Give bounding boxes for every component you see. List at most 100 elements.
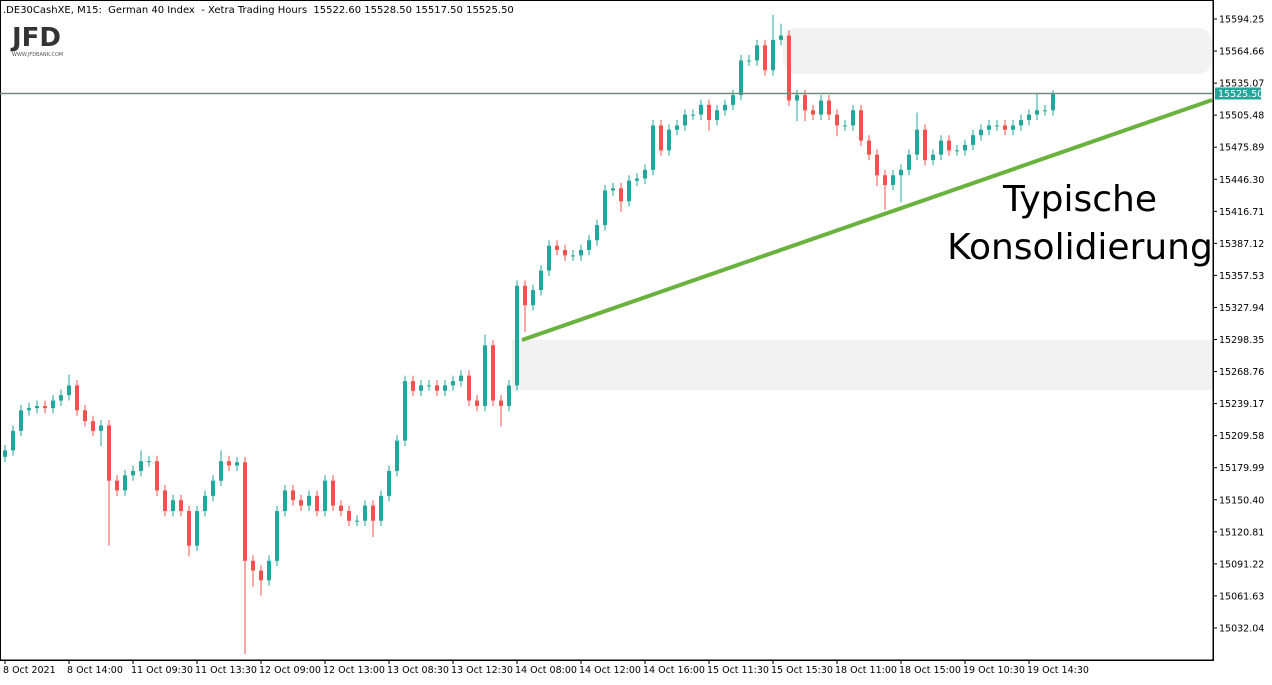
- frame: [0, 0, 1214, 661]
- candle-body: [43, 405, 47, 409]
- candle-body: [795, 95, 799, 101]
- candle-body: [427, 385, 431, 387]
- candle-body: [611, 188, 615, 191]
- x-tick-label: 14 Oct 12:00: [579, 665, 641, 676]
- x-tick-label: 11 Oct 09:30: [131, 665, 193, 676]
- y-tick-label: 15061.63: [1219, 591, 1264, 602]
- candle-body: [587, 240, 591, 250]
- candle-body: [987, 125, 991, 130]
- support-zone: [512, 340, 1213, 390]
- candle-body: [491, 345, 495, 401]
- candle-body: [747, 60, 751, 62]
- candle-body: [347, 511, 351, 521]
- candle-body: [99, 425, 103, 431]
- y-tick-label: 15239.17: [1219, 399, 1264, 410]
- candle-body: [811, 110, 815, 115]
- candle-body: [67, 385, 71, 396]
- candle-body: [227, 461, 231, 466]
- candle-body: [155, 461, 159, 491]
- candle-body: [563, 249, 567, 256]
- candle-body: [883, 175, 887, 186]
- candle-body: [915, 129, 919, 155]
- candle-body: [171, 500, 175, 512]
- candle-body: [243, 462, 247, 561]
- candle-body: [683, 114, 687, 126]
- candle-body: [715, 110, 719, 121]
- x-tick-label: 14 Oct 08:00: [515, 665, 577, 676]
- annotation: Typische: [1002, 179, 1157, 220]
- candle-body: [1043, 110, 1047, 112]
- candle-body: [435, 385, 439, 391]
- candle-body: [507, 385, 511, 406]
- candle-body: [211, 480, 215, 496]
- candle-body: [939, 140, 943, 155]
- candle-body: [419, 385, 423, 391]
- x-tick-label: 19 Oct 10:30: [963, 665, 1025, 676]
- candle-body: [1027, 114, 1031, 121]
- candle-body: [147, 461, 151, 463]
- candle-body: [459, 375, 463, 382]
- candle-body: [267, 560, 271, 581]
- candle-body: [379, 495, 383, 521]
- candle-body: [595, 225, 599, 241]
- candle-body: [923, 129, 927, 161]
- candle-body: [955, 150, 959, 152]
- candle-body: [867, 140, 871, 155]
- candle-body: [163, 490, 167, 512]
- x-tick-label: 18 Oct 11:00: [835, 665, 897, 676]
- candle-body: [907, 154, 911, 170]
- candle-body: [627, 180, 631, 202]
- candle-body: [371, 505, 375, 521]
- candle-body: [323, 480, 327, 512]
- y-tick-label: 15387.12: [1219, 239, 1264, 250]
- y-tick-label: 15268.76: [1219, 367, 1264, 378]
- candle-body: [531, 290, 535, 306]
- price-label: 15525.50: [1218, 89, 1263, 100]
- candle-body: [979, 129, 983, 136]
- logo-url: WWW.JFDBANK.COM: [12, 52, 63, 58]
- candle-body: [1019, 120, 1023, 126]
- candle-body: [307, 495, 311, 506]
- candle-body: [699, 104, 703, 115]
- candle-body: [467, 375, 471, 401]
- candle-body: [291, 490, 295, 501]
- candle-body: [11, 430, 15, 451]
- price-label-box: [1215, 87, 1261, 100]
- candle-body: [515, 285, 519, 386]
- x-tick-label: 12 Oct 13:00: [323, 665, 385, 676]
- candle-body: [131, 470, 135, 476]
- candle-body: [187, 511, 191, 546]
- candle-body: [643, 169, 647, 179]
- candle-body: [739, 60, 743, 96]
- candle-body: [787, 35, 791, 101]
- candle-body: [827, 100, 831, 115]
- y-tick-label: 15564.66: [1219, 47, 1264, 58]
- candle-body: [899, 169, 903, 176]
- candle-body: [203, 495, 207, 512]
- candle-body: [403, 381, 407, 441]
- candle-body: [91, 421, 95, 431]
- candle-body: [835, 114, 839, 126]
- candle-body: [1011, 125, 1015, 130]
- candle-body: [107, 425, 111, 481]
- candle-body: [483, 345, 487, 406]
- candle-body: [755, 45, 759, 61]
- candle-body: [1003, 125, 1007, 130]
- resistance-zone: [783, 28, 1212, 74]
- candle-body: [283, 490, 287, 512]
- candle-body: [339, 505, 343, 512]
- candle-body: [947, 140, 951, 151]
- candle-body: [475, 400, 479, 406]
- candle-body: [299, 500, 303, 506]
- candle-body: [443, 385, 447, 391]
- candle-body: [59, 395, 63, 401]
- candle-body: [931, 154, 935, 161]
- candle-body: [1035, 110, 1039, 115]
- x-tick-label: 18 Oct 15:00: [899, 665, 961, 676]
- candle-body: [603, 190, 607, 226]
- y-tick-label: 15032.04: [1219, 623, 1264, 634]
- candle-body: [179, 500, 183, 512]
- x-tick-label: 12 Oct 09:00: [259, 665, 321, 676]
- candle-body: [667, 129, 671, 151]
